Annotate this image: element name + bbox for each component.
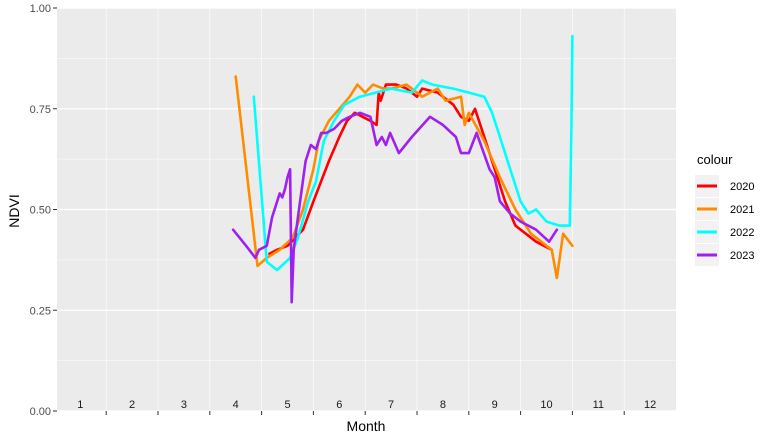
- legend-label-2020: 2020: [730, 181, 754, 193]
- legend: colour 2020 2021 2022 2023: [695, 152, 754, 266]
- series-line-2023: [231, 111, 559, 304]
- x-tick-label: 4: [233, 399, 239, 411]
- x-tick-label: 5: [284, 399, 290, 411]
- y-tick-label: 0.00: [30, 406, 51, 418]
- x-axis-title: Month: [347, 418, 386, 434]
- series-lines: [231, 34, 574, 304]
- x-tick-label: 6: [336, 399, 342, 411]
- series-line-2022: [252, 34, 574, 272]
- x-axis-ticks: 1 2 3 4 5 6 7 8 9 10 11 12: [77, 399, 656, 415]
- y-axis-ticks: 0.00 0.25 0.50 0.75 1.00: [30, 3, 57, 418]
- x-tick-label: 7: [388, 399, 394, 411]
- y-axis-title: NDVI: [6, 194, 22, 227]
- legend-label-2023: 2023: [730, 250, 754, 262]
- legend-label-2022: 2022: [730, 227, 754, 239]
- x-tick-label: 9: [492, 399, 498, 411]
- legend-title: colour: [697, 152, 733, 167]
- y-tick-label: 1.00: [30, 3, 51, 15]
- x-tick-label: 8: [440, 399, 446, 411]
- x-tick-label: 11: [593, 399, 604, 411]
- x-tick-label: 3: [181, 399, 187, 411]
- x-tick-label: 10: [540, 399, 552, 411]
- x-tick-label: 2: [129, 399, 135, 411]
- y-tick-label: 0.25: [30, 305, 51, 317]
- x-tick-label: 12: [644, 399, 656, 411]
- x-tick-label: 1: [77, 399, 83, 411]
- y-tick-label: 0.75: [30, 104, 51, 116]
- legend-label-2021: 2021: [730, 204, 754, 216]
- y-tick-label: 0.50: [30, 205, 51, 217]
